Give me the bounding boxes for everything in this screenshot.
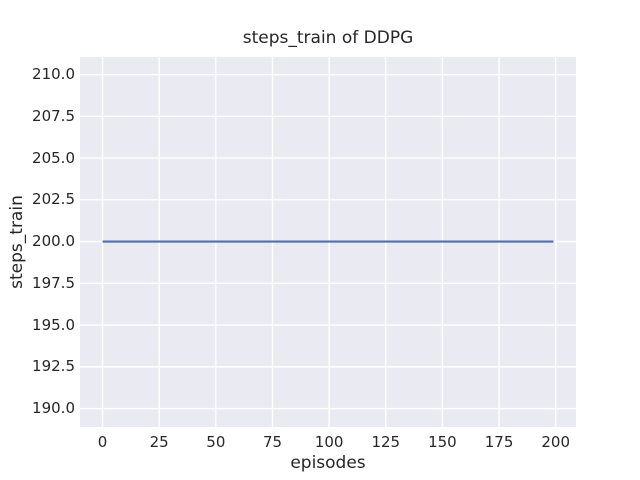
x-tick-label: 100 [314, 433, 344, 451]
chart-title: steps_train of DDPG [242, 28, 414, 48]
y-tick-label: 200.0 [32, 232, 75, 251]
y-tick-label: 195.0 [32, 315, 75, 334]
x-tick-label: 125 [371, 433, 401, 451]
x-tick-label: 25 [149, 433, 169, 451]
y-tick-label: 210.0 [32, 65, 75, 84]
y-tick-label: 190.0 [32, 399, 75, 418]
x-tick-label: 0 [97, 433, 108, 451]
y-tick-label: 207.5 [32, 106, 75, 125]
y-tick-label: 205.0 [32, 148, 75, 167]
y-tick-label: 202.5 [32, 190, 75, 209]
y-tick-label: 192.5 [32, 357, 75, 376]
plot-area [80, 57, 576, 427]
x-tick-label: 75 [262, 433, 283, 451]
y-tick-label: 197.5 [32, 273, 75, 292]
plot-canvas [80, 57, 576, 427]
x-tick-label: 150 [428, 433, 457, 451]
x-tick-label: 200 [541, 433, 571, 451]
x-tick-label: 175 [484, 433, 514, 451]
x-tick-label: 50 [206, 433, 226, 451]
x-axis-label: episodes [290, 453, 366, 473]
